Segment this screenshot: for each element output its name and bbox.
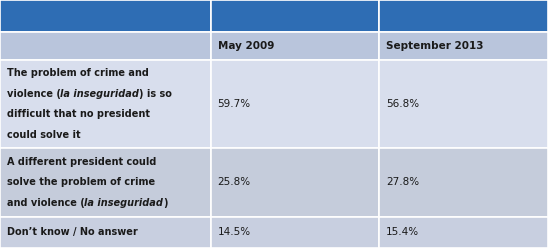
Text: violence (: violence ( (7, 89, 60, 99)
Text: Don’t know / No answer: Don’t know / No answer (7, 227, 138, 237)
Text: and violence (: and violence ( (7, 198, 84, 208)
Bar (379, 60, 548, 148)
Bar (211, 148, 379, 217)
Bar (211, 0, 379, 32)
Bar (379, 0, 548, 32)
Text: 59.7%: 59.7% (218, 99, 250, 109)
Bar (379, 148, 548, 217)
Bar (379, 32, 548, 60)
Bar (0, 217, 211, 248)
Text: 27.8%: 27.8% (386, 177, 419, 187)
Text: ) is so: ) is so (139, 89, 172, 99)
Text: could solve it: could solve it (7, 130, 80, 140)
Text: la inseguridad: la inseguridad (60, 89, 139, 99)
Bar (0, 60, 211, 148)
Text: September 2013: September 2013 (386, 41, 483, 51)
Text: May 2009: May 2009 (218, 41, 274, 51)
Bar (211, 60, 379, 148)
Bar (211, 32, 379, 60)
Bar (0, 148, 211, 217)
Bar (0, 32, 211, 60)
Text: ): ) (163, 198, 168, 208)
Text: difficult that no president: difficult that no president (7, 109, 150, 119)
Text: A different president could: A different president could (7, 156, 156, 166)
Text: 15.4%: 15.4% (386, 227, 419, 237)
Text: la inseguridad: la inseguridad (84, 198, 163, 208)
Bar (211, 217, 379, 248)
Text: 56.8%: 56.8% (386, 99, 419, 109)
Bar (379, 217, 548, 248)
Text: 25.8%: 25.8% (218, 177, 250, 187)
Text: 14.5%: 14.5% (218, 227, 250, 237)
Text: The problem of crime and: The problem of crime and (7, 68, 149, 78)
Bar (0, 0, 211, 32)
Text: solve the problem of crime: solve the problem of crime (7, 177, 155, 187)
